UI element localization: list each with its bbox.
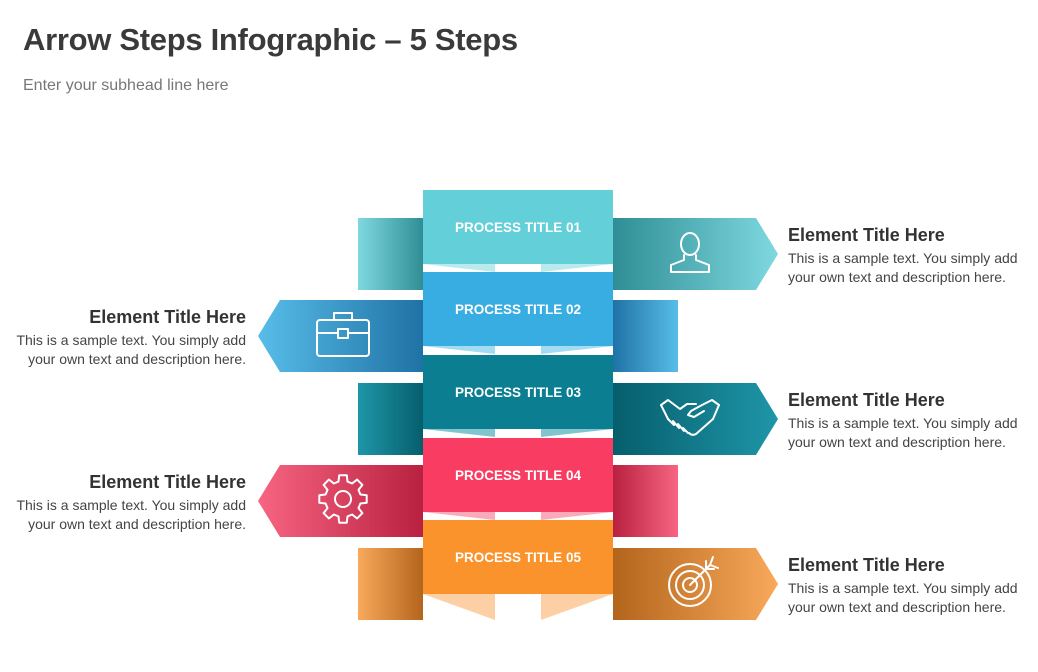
step-5-arrow: [613, 548, 778, 620]
briefcase-icon: [316, 312, 370, 357]
step-3-description: Element Title Here This is a sample text.…: [788, 389, 1028, 452]
step-1-fold: [423, 264, 613, 272]
gear-icon: [318, 474, 368, 524]
process-title-1: PROCESS TITLE 01: [455, 220, 582, 235]
element-description: This is a sample text. You simply add yo…: [16, 332, 246, 367]
process-title-2: PROCESS TITLE 02: [455, 302, 581, 317]
step-4-fold: [423, 512, 613, 520]
step-4-arrow: [258, 465, 423, 537]
element-description: This is a sample text. You simply add yo…: [788, 415, 1018, 450]
page-title: Arrow Steps Infographic – 5 Steps: [23, 22, 518, 57]
process-title-5: PROCESS TITLE 05: [455, 550, 582, 565]
target-icon: [668, 556, 719, 607]
step-4: [258, 465, 678, 537]
step-3-band-left: [358, 383, 423, 455]
handshake-icon: [660, 399, 720, 436]
step-1-band-left: [358, 218, 423, 290]
step-5-fold: [423, 594, 613, 620]
element-title: Element Title Here: [89, 472, 246, 492]
step-3: [358, 383, 778, 455]
element-title: Element Title Here: [788, 390, 945, 410]
step-2-arrow: [258, 300, 423, 372]
element-description: This is a sample text. You simply add yo…: [788, 580, 1018, 615]
element-title: Element Title Here: [89, 307, 246, 327]
step-2-fold: [423, 346, 613, 354]
process-box-4: PROCESS TITLE 04: [423, 438, 613, 512]
step-5-description: Element Title Here This is a sample text.…: [788, 554, 1028, 617]
step-2: [258, 300, 678, 372]
element-title: Element Title Here: [788, 225, 945, 245]
element-description: This is a sample text. You simply add yo…: [788, 250, 1018, 285]
process-title-4: PROCESS TITLE 04: [455, 468, 582, 483]
process-box-1: PROCESS TITLE 01: [423, 190, 613, 264]
step-5: [358, 548, 778, 620]
process-box-2: PROCESS TITLE 02: [423, 272, 613, 346]
step-3-arrow: [613, 383, 778, 455]
process-title-3: PROCESS TITLE 03: [455, 385, 582, 400]
step-2-band-right: [613, 300, 678, 372]
step-4-description: Element Title Here This is a sample text.…: [6, 471, 246, 534]
process-box-3: PROCESS TITLE 03: [423, 355, 613, 429]
page-subtitle: Enter your subhead line here: [23, 77, 229, 94]
process-box-5: PROCESS TITLE 05: [423, 520, 613, 594]
step-1-description: Element Title Here This is a sample text.…: [788, 224, 1028, 287]
step-5-band-left: [358, 548, 423, 620]
step-3-fold: [423, 429, 613, 437]
step-4-band-right: [613, 465, 678, 537]
step-2-description: Element Title Here This is a sample text.…: [6, 306, 246, 369]
user-icon: [670, 232, 710, 273]
element-description: This is a sample text. You simply add yo…: [16, 497, 246, 532]
element-title: Element Title Here: [788, 555, 945, 575]
